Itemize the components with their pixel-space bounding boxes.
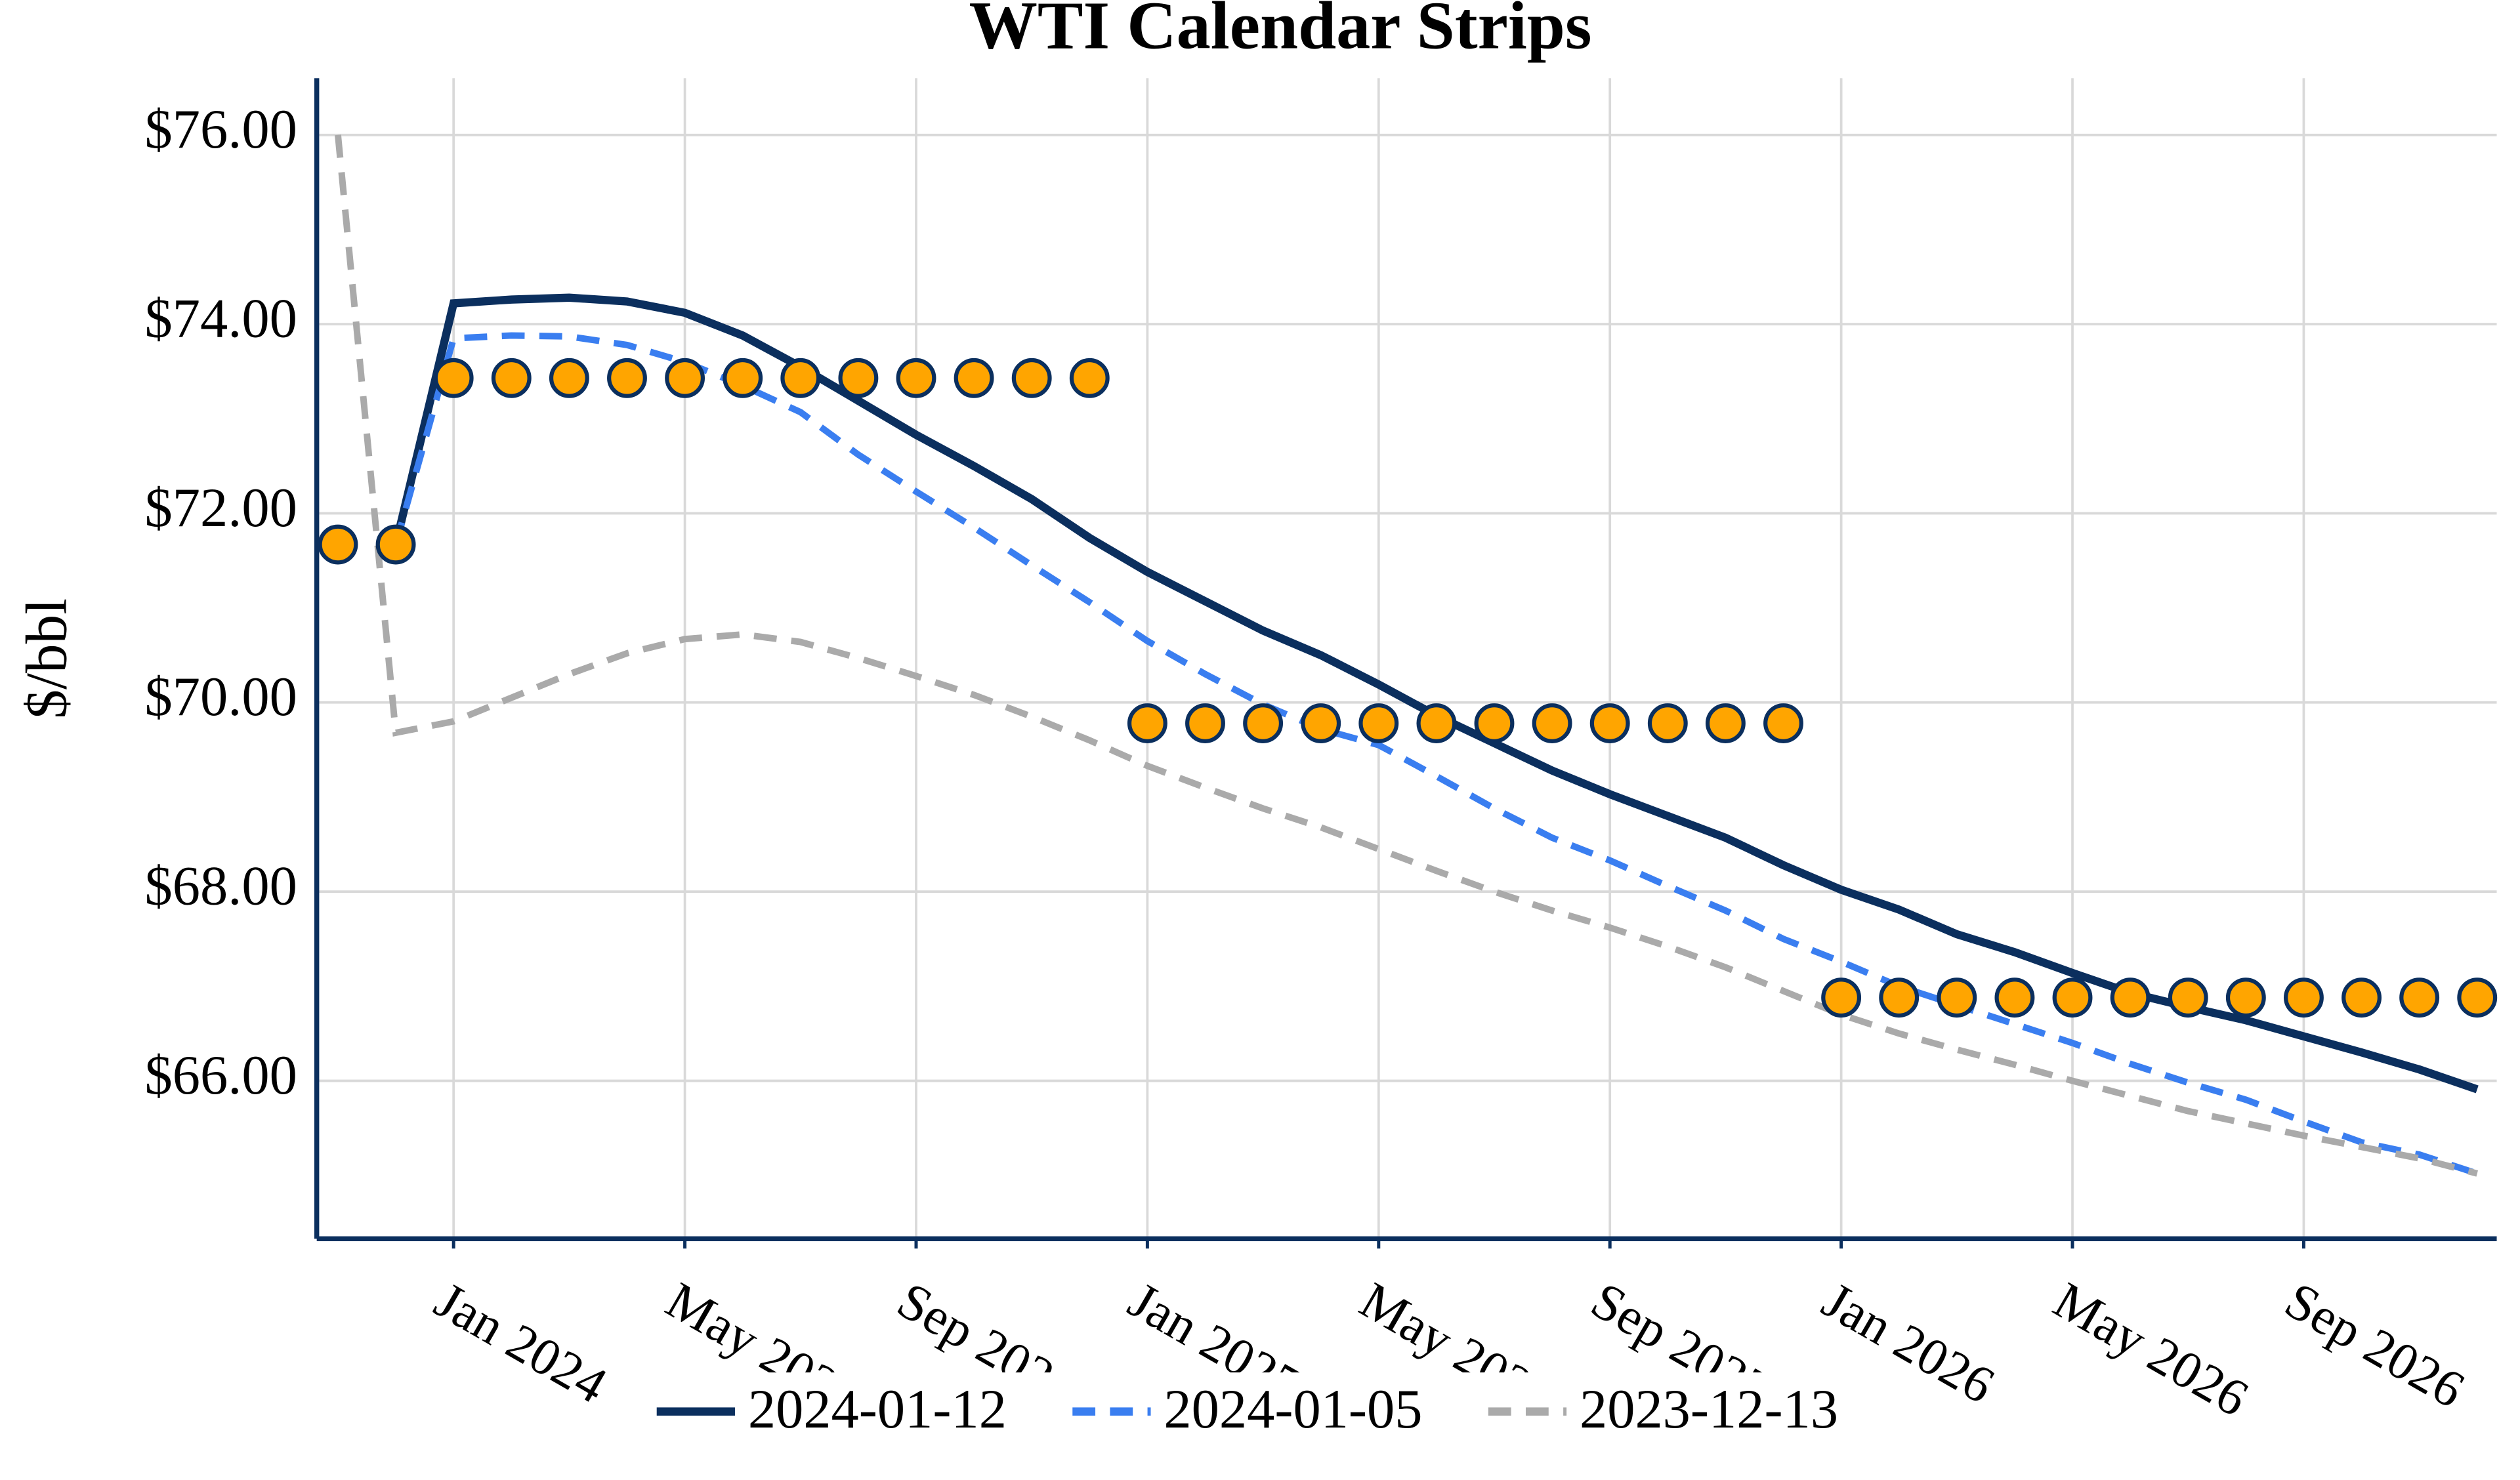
legend-label: 2024-01-05	[1164, 1379, 1422, 1440]
marker	[1937, 977, 1977, 1018]
y-tick-label: $68.00	[145, 856, 297, 917]
marker	[1879, 977, 1920, 1018]
y-tick-label: $72.00	[145, 478, 297, 539]
marker	[375, 524, 416, 565]
x-tick-label: May 2026	[2044, 1271, 2258, 1428]
chart-title: WTI Calendar Strips	[969, 0, 1592, 64]
marker	[2399, 977, 2440, 1018]
marker	[1069, 358, 1110, 398]
marker	[1416, 703, 1457, 743]
marker	[2225, 977, 2266, 1018]
marker	[723, 358, 763, 398]
marker	[1474, 703, 1515, 743]
marker	[1301, 703, 1341, 743]
line-series	[392, 293, 2479, 1094]
y-tick-label: $70.00	[145, 667, 297, 728]
x-tick-label: Sep 2026	[2275, 1271, 2473, 1419]
legend-label: 2023-12-13	[1580, 1379, 1838, 1440]
marker	[665, 358, 705, 398]
marker	[1127, 703, 1167, 743]
marker	[954, 358, 994, 398]
marker	[1358, 703, 1399, 743]
marker	[1705, 703, 1746, 743]
marker	[2110, 977, 2151, 1018]
marker	[2457, 977, 2498, 1018]
marker	[1589, 703, 1630, 743]
marker	[838, 358, 879, 398]
marker	[1011, 358, 1052, 398]
marker	[1243, 703, 1284, 743]
y-tick-label: $74.00	[145, 289, 297, 350]
line-series	[335, 134, 2478, 1177]
marker	[2052, 977, 2093, 1018]
marker	[549, 358, 589, 398]
marker	[1994, 977, 2035, 1018]
marker	[1532, 703, 1572, 743]
legend-label: 2024-01-12	[748, 1379, 1007, 1440]
marker	[2168, 977, 2208, 1018]
y-tick-label: $66.00	[145, 1045, 297, 1106]
line-series	[392, 332, 2479, 1177]
marker	[1763, 703, 1803, 743]
y-axis-label: $/bbl	[14, 598, 79, 719]
x-tick-label: Jan 2024	[425, 1271, 616, 1415]
legend-background	[646, 1372, 1911, 1451]
marker	[1647, 703, 1688, 743]
marker	[318, 524, 358, 565]
y-tick-label: $76.00	[145, 99, 297, 160]
marker	[896, 358, 936, 398]
marker	[607, 358, 647, 398]
marker	[2342, 977, 2382, 1018]
marker	[1821, 977, 1862, 1018]
marker	[1185, 703, 1225, 743]
marker	[433, 358, 474, 398]
marker	[2283, 977, 2324, 1018]
marker	[491, 358, 532, 398]
marker	[780, 358, 821, 398]
